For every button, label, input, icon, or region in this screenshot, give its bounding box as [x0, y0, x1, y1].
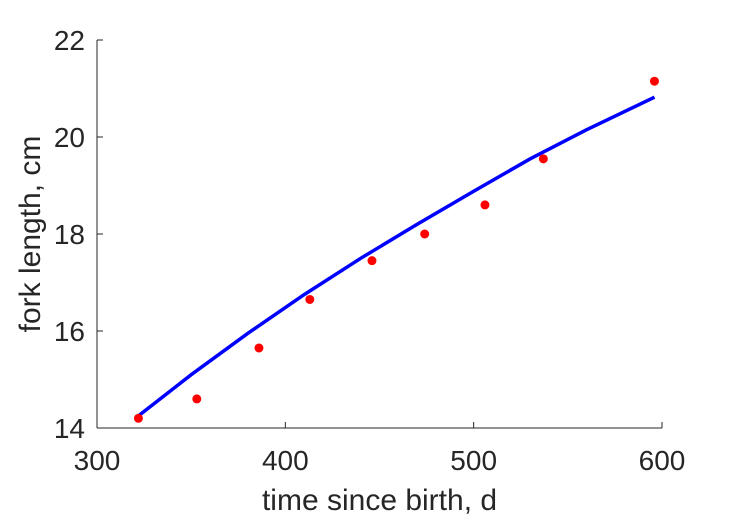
data-point	[480, 200, 490, 210]
axes	[96, 40, 662, 429]
y-tick-label: 14	[54, 413, 85, 444]
x-ticks: 300 400 500 600	[74, 422, 686, 476]
x-axis-label: time since birth, d	[262, 484, 497, 517]
data-point	[192, 394, 202, 404]
data-point	[133, 413, 143, 423]
x-tick-label: 400	[262, 445, 309, 476]
y-tick-label: 20	[54, 122, 85, 153]
data-point	[420, 229, 430, 239]
data-point	[649, 76, 659, 86]
series-layer	[133, 76, 659, 423]
y-tick-label: 18	[54, 219, 85, 250]
y-tick-label: 16	[54, 316, 85, 347]
y-axis-label: fork length, cm	[14, 136, 47, 333]
x-tick-label: 500	[450, 445, 497, 476]
data-point	[305, 294, 315, 304]
data-point	[538, 154, 548, 164]
y-tick-label: 22	[54, 25, 85, 56]
x-tick-label: 600	[639, 445, 686, 476]
data-point	[254, 343, 264, 353]
fit-line	[137, 95, 656, 418]
x-tick-label: 300	[74, 445, 121, 476]
data-point	[367, 256, 377, 266]
y-ticks: 14 16 18 20 22	[54, 25, 103, 444]
